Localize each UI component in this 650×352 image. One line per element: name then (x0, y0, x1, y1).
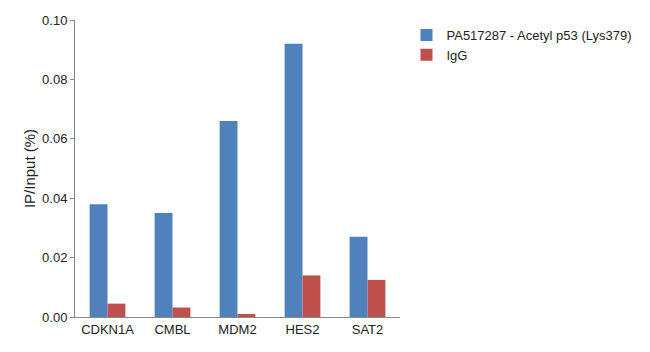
svg-text:HES2: HES2 (286, 322, 320, 337)
svg-text:CDKN1A: CDKN1A (81, 322, 134, 337)
svg-text:PA517287 - Acetyl p53 (Lys379): PA517287 - Acetyl p53 (Lys379) (447, 28, 632, 43)
svg-text:0.08: 0.08 (42, 72, 67, 87)
svg-text:IgG: IgG (447, 48, 468, 63)
svg-text:0.00: 0.00 (42, 310, 67, 325)
svg-text:IP/Input (%): IP/Input (%) (21, 129, 38, 208)
svg-text:0.10: 0.10 (42, 13, 67, 28)
svg-text:CMBL: CMBL (154, 322, 190, 337)
svg-text:MDM2: MDM2 (218, 322, 256, 337)
svg-text:0.06: 0.06 (42, 131, 67, 146)
svg-text:0.02: 0.02 (42, 250, 67, 265)
svg-text:SAT2: SAT2 (352, 322, 384, 337)
svg-text:0.04: 0.04 (42, 191, 67, 206)
